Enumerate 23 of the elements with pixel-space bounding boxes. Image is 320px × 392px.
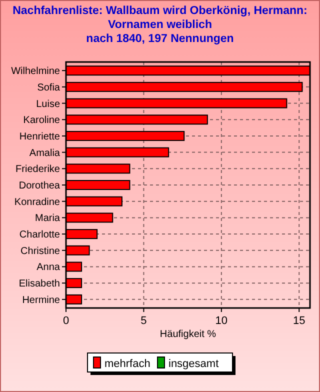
y-tick-label: Henriette (19, 131, 60, 142)
legend-label: mehrfach (104, 358, 150, 370)
y-tick-label: Elisabeth (18, 278, 60, 290)
y-tick-label: Dorothea (18, 180, 60, 192)
y-tick-label: Karoline (23, 115, 60, 126)
x-tick-label: 15 (292, 315, 306, 327)
legend-label: insgesamt (168, 358, 219, 370)
x-tick-label: 5 (140, 315, 147, 327)
x-tick-label: 10 (215, 315, 228, 327)
y-tick-label: Friederike (16, 164, 60, 176)
y-tick-label: Konradine (14, 196, 60, 208)
x-axis-title: Häufigkeit % (160, 329, 216, 340)
y-tick-label: Christine (20, 246, 60, 257)
y-tick-label: Maria (34, 213, 60, 224)
y-tick-label: Anna (36, 262, 60, 274)
x-tick-label: 0 (62, 315, 70, 327)
y-tick-label: Wilhelmine (11, 66, 60, 78)
y-tick-label: Amalia (29, 148, 60, 159)
y-tick-label: Hermine (22, 294, 60, 306)
y-tick-label: Charlotte (19, 230, 60, 241)
y-tick-label: Sofia (37, 82, 60, 94)
chart-title: Nachfahrenliste: Wallbaum wird Oberkönig, Hermann: Vornamen weiblich nach 1840, 197 Nennungen (12, 5, 308, 45)
y-tick-label: Luise (36, 98, 60, 110)
